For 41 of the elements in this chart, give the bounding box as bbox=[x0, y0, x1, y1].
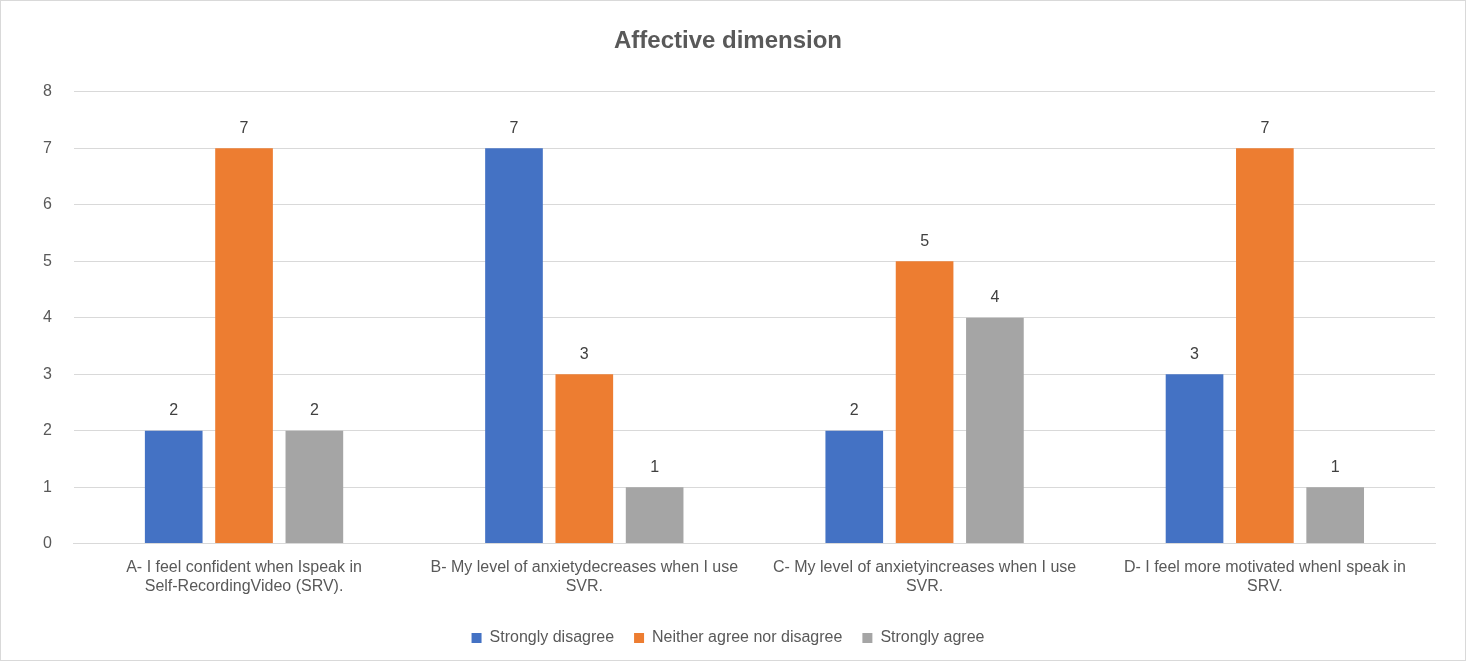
data-label: 2 bbox=[309, 401, 319, 419]
bar bbox=[285, 430, 344, 544]
x-tick-label: B- My level of anxietydecreases when I use SVR. bbox=[430, 557, 739, 594]
bar bbox=[895, 261, 954, 544]
bar bbox=[144, 430, 203, 544]
data-label: 2 bbox=[169, 401, 179, 419]
data-label: 3 bbox=[579, 344, 589, 362]
bar bbox=[966, 317, 1024, 544]
chart-title: Affective dimension bbox=[613, 26, 843, 54]
y-tick-label: 4 bbox=[42, 308, 52, 326]
data-label: 4 bbox=[990, 288, 1000, 306]
bar bbox=[1165, 374, 1224, 544]
y-tick-label: 3 bbox=[42, 364, 52, 382]
legend-label: Strongly agree bbox=[880, 628, 985, 646]
bar bbox=[215, 148, 273, 544]
data-label: 7 bbox=[1260, 118, 1270, 136]
data-label: 7 bbox=[509, 118, 519, 136]
data-label: 3 bbox=[1190, 344, 1200, 362]
y-tick-label: 2 bbox=[42, 421, 52, 439]
bar bbox=[1236, 148, 1294, 544]
legend-label: Strongly disagree bbox=[489, 628, 615, 646]
y-tick-label: 5 bbox=[42, 251, 52, 269]
y-tick-label: 7 bbox=[42, 138, 52, 156]
bar bbox=[625, 487, 684, 544]
legend-label: Neither agree nor disagree bbox=[652, 628, 843, 646]
data-label: 2 bbox=[849, 401, 859, 419]
bar bbox=[825, 430, 884, 544]
x-tick-label: C- My level of anxietyincreases when I use SVR. bbox=[772, 557, 1077, 594]
x-tick-label: A- I feel confident when Ispeak in Self-RecordingVideo (SRV). bbox=[126, 557, 362, 594]
y-tick-label: 8 bbox=[42, 82, 52, 100]
bar bbox=[1306, 487, 1365, 544]
data-label: 1 bbox=[1330, 457, 1340, 475]
bar bbox=[485, 148, 543, 544]
data-label: 5 bbox=[920, 231, 930, 249]
y-tick-label: 6 bbox=[42, 195, 52, 213]
y-tick-label: 1 bbox=[42, 477, 52, 495]
data-label: 7 bbox=[239, 118, 249, 136]
data-label: 1 bbox=[650, 457, 660, 475]
bar bbox=[555, 374, 614, 544]
y-tick-label: 0 bbox=[42, 534, 52, 552]
x-tick-label: D- I feel more motivated whenI speak in SRV. bbox=[1123, 557, 1406, 594]
